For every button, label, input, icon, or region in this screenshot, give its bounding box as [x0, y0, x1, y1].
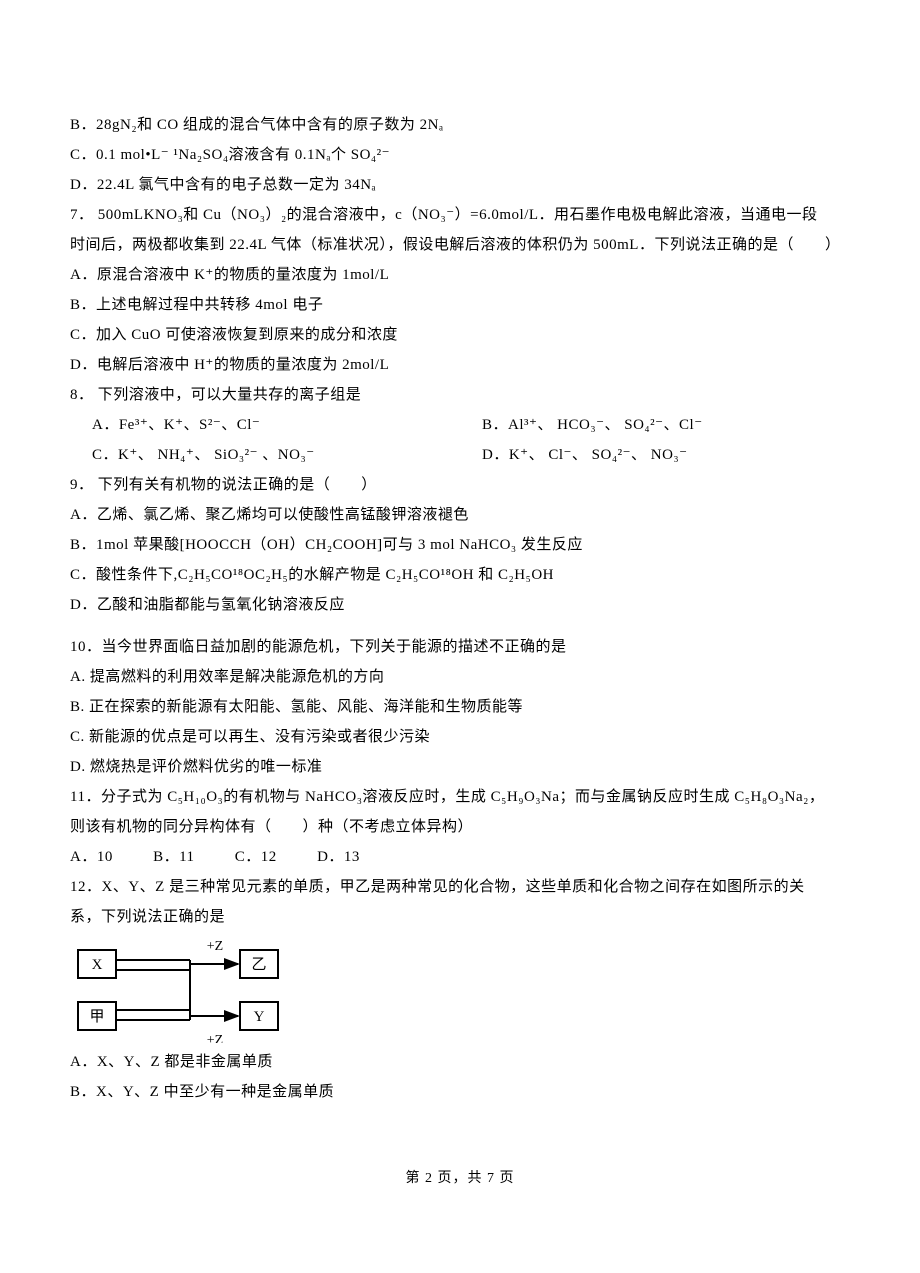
- q10-opt-a: A. 提高燃料的利用效率是解决能源危机的方向: [70, 662, 850, 692]
- q11-stem-1: 11．分子式为 C₅H₁₀O₃的有机物与 NaHCO₃溶液反应时，生成 C₅H₉…: [70, 782, 850, 812]
- q7-opt-d: D．电解后溶液中 H⁺的物质的量浓度为 2mol/L: [70, 350, 850, 380]
- q9-stem: 9． 下列有关有机物的说法正确的是（ ）: [70, 470, 850, 500]
- q9-opt-b: B．1mol 苹果酸[HOOCCH（OH）CH₂COOH]可与 3 mol Na…: [70, 530, 850, 560]
- q8-row-1: A．Fe³⁺、K⁺、S²⁻、Cl⁻ B．Al³⁺、 HCO₃⁻、 SO₄²⁻、C…: [70, 410, 850, 440]
- q7-opt-c: C．加入 CuO 可使溶液恢复到原来的成分和浓度: [70, 320, 850, 350]
- q9-opt-d: D．乙酸和油脂都能与氢氧化钠溶液反应: [70, 590, 850, 620]
- q7-opt-b: B．上述电解过程中共转移 4mol 电子: [70, 290, 850, 320]
- q10-stem: 10．当今世界面临日益加剧的能源危机，下列关于能源的描述不正确的是: [70, 632, 850, 662]
- q12-opt-b: B．X、Y、Z 中至少有一种是金属单质: [70, 1077, 850, 1107]
- q12-stem-2: 系，下列说法正确的是: [70, 902, 850, 932]
- q10-opt-c: C. 新能源的优点是可以再生、没有污染或者很少污染: [70, 722, 850, 752]
- q10-opt-b: B. 正在探索的新能源有太阳能、氢能、风能、海洋能和生物质能等: [70, 692, 850, 722]
- q7-stem-1: 7． 500mLKNO₃和 Cu（NO₃）₂的混合溶液中，c（NO₃⁻）=6.0…: [70, 200, 850, 230]
- q8-opt-a: A．Fe³⁺、K⁺、S²⁻、Cl⁻: [92, 410, 482, 440]
- svg-text:X: X: [92, 957, 103, 973]
- q11-stem-2: 则该有机物的同分异构体有（ ）种（不考虑立体异构）: [70, 812, 850, 842]
- q11-opt-d: D．13: [317, 842, 360, 872]
- q8-opt-c: C．K⁺、 NH₄⁺、 SiO₃²⁻ 、NO₃⁻: [92, 440, 482, 470]
- q12-opt-a: A．X、Y、Z 都是非金属单质: [70, 1047, 850, 1077]
- page-footer: 第 2 页，共 7 页: [70, 1167, 850, 1187]
- q8-row-2: C．K⁺、 NH₄⁺、 SiO₃²⁻ 、NO₃⁻ D．K⁺、 Cl⁻、 SO₄²…: [70, 440, 850, 470]
- q7-opt-a: A．原混合溶液中 K⁺的物质的量浓度为 1mol/L: [70, 260, 850, 290]
- svg-text:乙: 乙: [251, 957, 266, 973]
- q11-opt-a: A．10: [70, 842, 113, 872]
- q11-opts: A．10 B．11 C．12 D．13: [70, 842, 850, 872]
- svg-text:+Z: +Z: [207, 939, 223, 954]
- q7-stem-2: 时间后，两极都收集到 22.4L 气体（标准状况），假设电解后溶液的体积仍为 5…: [70, 230, 850, 260]
- svg-text:+Z: +Z: [207, 1033, 223, 1043]
- q6-opt-c: C．0.1 mol•L⁻ ¹Na₂SO₄溶液含有 0.1Nₐ个 SO₄²⁻: [70, 140, 850, 170]
- q9-opt-a: A．乙烯、氯乙烯、聚乙烯均可以使酸性高锰酸钾溶液褪色: [70, 500, 850, 530]
- flowchart-svg: X 甲 乙 Y +Z +Z: [70, 938, 285, 1043]
- q9-opt-c: C．酸性条件下,C₂H₅CO¹⁸OC₂H₅的水解产物是 C₂H₅CO¹⁸OH 和…: [70, 560, 850, 590]
- page-content: B．28gN₂和 CO 组成的混合气体中含有的原子数为 2Nₐ C．0.1 mo…: [0, 0, 920, 1247]
- q8-opt-d: D．K⁺、 Cl⁻、 SO₄²⁻、 NO₃⁻: [482, 440, 850, 470]
- q12-diagram: X 甲 乙 Y +Z +Z: [70, 938, 850, 1043]
- svg-text:Y: Y: [254, 1009, 265, 1025]
- q11-opt-c: C．12: [235, 842, 277, 872]
- svg-text:甲: 甲: [89, 1009, 104, 1025]
- q12-stem-1: 12．X、Y、Z 是三种常见元素的单质，甲乙是两种常见的化合物，这些单质和化合物…: [70, 872, 850, 902]
- q6-opt-b: B．28gN₂和 CO 组成的混合气体中含有的原子数为 2Nₐ: [70, 110, 850, 140]
- q6-opt-d: D．22.4L 氯气中含有的电子总数一定为 34Nₐ: [70, 170, 850, 200]
- q10-opt-d: D. 燃烧热是评价燃料优劣的唯一标准: [70, 752, 850, 782]
- q11-opt-b: B．11: [153, 842, 194, 872]
- q8-opt-b: B．Al³⁺、 HCO₃⁻、 SO₄²⁻、Cl⁻: [482, 410, 850, 440]
- q8-stem: 8． 下列溶液中，可以大量共存的离子组是: [70, 380, 850, 410]
